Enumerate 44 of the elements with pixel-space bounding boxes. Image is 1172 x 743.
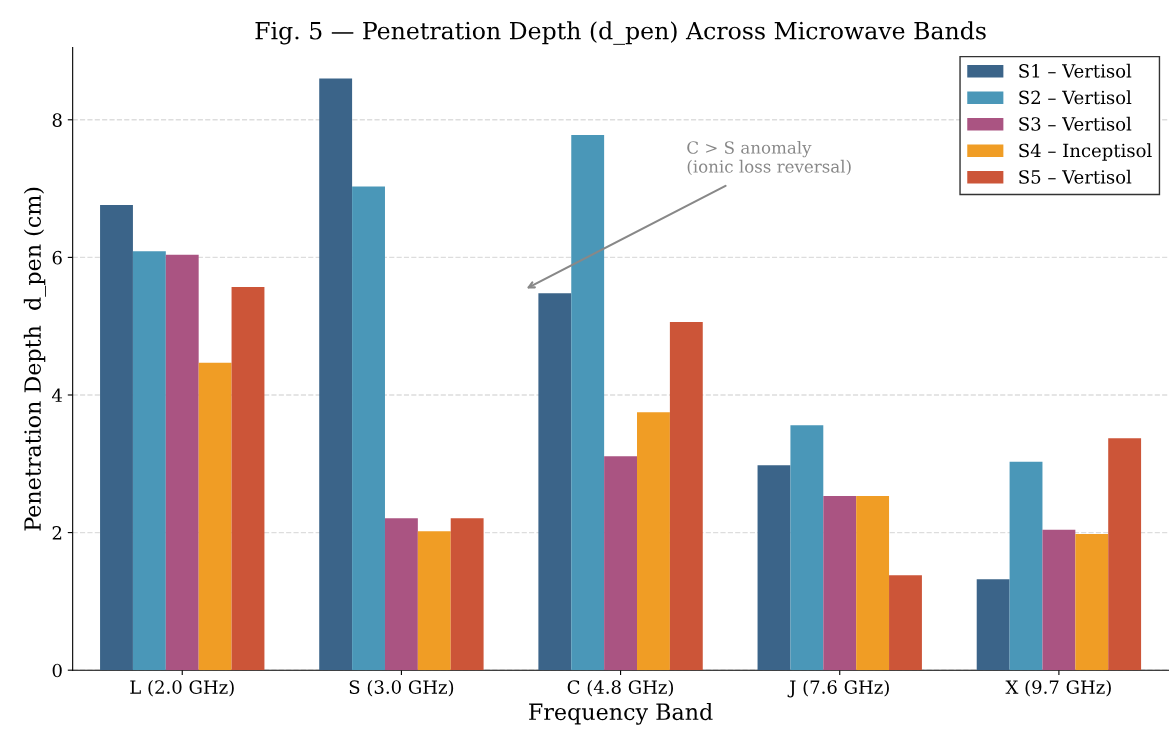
legend-label: S2 – Vertisol (1019, 90, 1132, 105)
x-axis-title: Frequency Band (529, 702, 713, 725)
bar (823, 496, 857, 671)
bar (231, 286, 265, 671)
bar (856, 496, 890, 671)
y-tick-label: 2 (52, 526, 62, 540)
bar (384, 518, 418, 671)
bar (889, 575, 922, 671)
legend-label: S5 – Vertisol (1019, 169, 1132, 184)
bar (352, 186, 385, 671)
bar (757, 465, 791, 671)
bar (417, 531, 451, 671)
chart-title: Fig. 5 — Penetration Depth (d_pen) Across Microwave Bands (255, 21, 986, 45)
bar (100, 205, 133, 671)
legend-label: S3 – Vertisol (1019, 116, 1132, 131)
bar (976, 579, 1010, 671)
legend-label: S4 – Inceptisol (1019, 143, 1152, 161)
bar (198, 362, 232, 671)
bar (1075, 533, 1109, 671)
y-tick-label: 8 (52, 113, 62, 127)
annotation: C > S anomaly (ionic loss reversal) (687, 140, 851, 176)
y-tick-label: 4 (52, 388, 63, 402)
y-axis-title: Penetration Depth d_pen (cm) (23, 187, 46, 531)
y-tick-label: 0 (52, 663, 62, 678)
bar (571, 134, 605, 671)
bar (538, 293, 572, 671)
bar (132, 251, 166, 671)
bar (604, 456, 638, 671)
bar (1009, 461, 1043, 671)
bar (1108, 438, 1142, 671)
x-tick-label: L (2.0 GHz) (130, 679, 234, 697)
bar (637, 412, 670, 671)
x-tick-label: J (7.6 GHz) (787, 679, 889, 698)
bar (669, 322, 703, 671)
y-tick-label: 6 (52, 250, 62, 265)
legend-label: S1 – Vertisol (1019, 63, 1132, 78)
x-tick-label: S (3.0 GHz) (349, 679, 454, 697)
bar (450, 518, 484, 671)
x-tick-label: X (9.7 GHz) (1005, 679, 1111, 697)
bar (790, 425, 824, 671)
bar (165, 254, 199, 671)
bar (1042, 529, 1076, 671)
bar (319, 78, 353, 671)
x-tick-label: C (4.8 GHz) (567, 679, 674, 697)
